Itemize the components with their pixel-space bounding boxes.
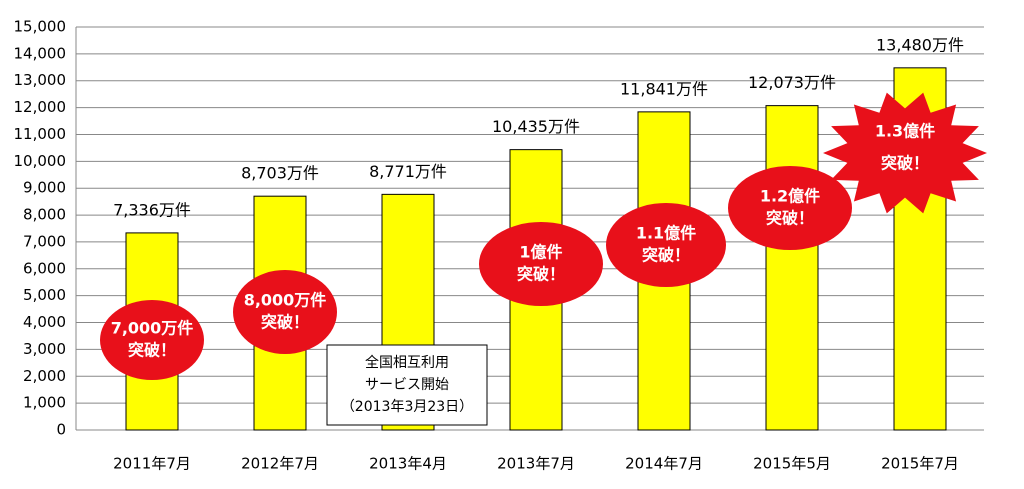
value-label: 8,703万件 [241, 164, 319, 183]
annotation-text: 7,000万件 [111, 319, 194, 338]
y-tick-label: 13,000 [14, 71, 67, 89]
y-tick-label: 10,000 [14, 152, 67, 170]
badge [479, 222, 603, 306]
y-tick-label: 12,000 [14, 98, 67, 116]
value-label: 13,480万件 [876, 35, 964, 54]
annotation-text: 1.2億件 [760, 187, 820, 206]
x-tick-label: 2013年4月 [369, 455, 447, 473]
starburst [823, 92, 987, 214]
badge [606, 203, 726, 287]
y-tick-label: 4,000 [23, 313, 66, 331]
y-tick-label: 14,000 [14, 44, 67, 62]
x-tick-label: 2015年5月 [753, 455, 831, 473]
x-tick-label: 2015年7月 [881, 455, 959, 473]
annotation-text: 8,000万件 [244, 291, 327, 310]
annotation-text: 1.3億件 [875, 122, 935, 141]
annotation-text: 突破！ [881, 154, 929, 173]
annotation-text: （2013年3月23日） [341, 399, 473, 415]
annotation-text: 全国相互利用 [365, 354, 449, 371]
value-label: 7,336万件 [113, 200, 191, 219]
y-tick-label: 6,000 [23, 259, 66, 277]
annotation-text: 1億件 [519, 243, 562, 262]
y-tick-label: 3,000 [23, 340, 66, 358]
bar [765, 105, 819, 431]
y-tick-label: 5,000 [23, 286, 66, 304]
y-tick-label: 15,000 [14, 18, 67, 36]
y-tick-label: 0 [56, 421, 66, 439]
y-tick-label: 7,000 [23, 232, 66, 250]
badge [728, 166, 852, 250]
annotation-text: 突破！ [128, 341, 176, 360]
annotation-text: 突破！ [766, 209, 814, 228]
x-tick-label: 2012年7月 [241, 455, 319, 473]
annotation-text: サービス開始 [365, 377, 449, 393]
y-tick-label: 2,000 [23, 367, 66, 385]
y-tick-label: 1,000 [23, 394, 66, 412]
value-label: 10,435万件 [492, 117, 580, 136]
y-tick-label: 9,000 [23, 179, 66, 197]
y-tick-label: 8,000 [23, 206, 66, 224]
annotation-text: 1.1億件 [636, 224, 696, 243]
value-label: 11,841万件 [620, 79, 708, 98]
value-label: 12,073万件 [748, 73, 836, 92]
x-tick-label: 2013年7月 [497, 455, 575, 473]
annotation-text: 突破！ [642, 246, 690, 265]
annotation-text: 突破！ [261, 313, 309, 332]
annotation-box [326, 344, 488, 426]
badge [100, 300, 204, 380]
y-tick-label: 11,000 [14, 125, 67, 143]
x-tick-label: 2014年7月 [625, 455, 703, 473]
value-label: 8,771万件 [369, 162, 447, 181]
badge [233, 270, 337, 354]
annotation-text: 突破！ [517, 265, 565, 284]
x-tick-label: 2011年7月 [113, 455, 191, 473]
